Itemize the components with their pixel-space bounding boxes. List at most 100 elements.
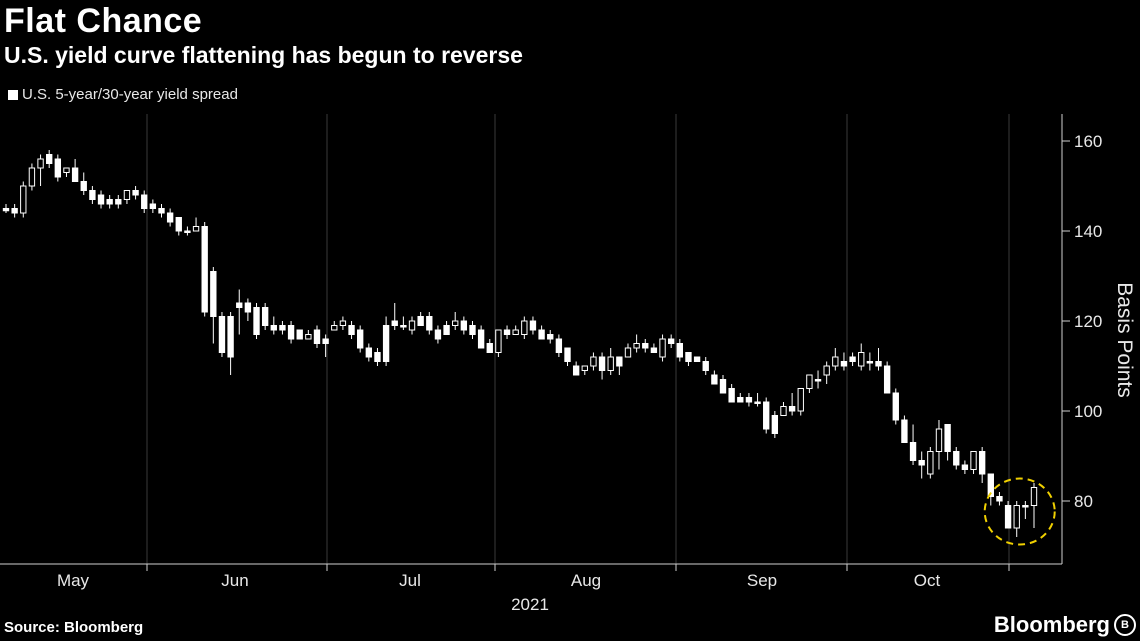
candle — [1004, 501, 1012, 529]
candle — [417, 312, 424, 326]
candle-body — [158, 208, 165, 214]
candle-body — [737, 397, 744, 403]
candle-body — [875, 361, 882, 367]
candle — [909, 424, 917, 465]
candle-body — [348, 325, 355, 335]
candle-body — [417, 316, 424, 326]
vertical-gridlines — [146, 114, 1010, 564]
candle-body — [840, 361, 848, 367]
candle-body — [192, 226, 200, 232]
candle — [97, 190, 105, 209]
candle — [529, 316, 537, 335]
candles — [2, 150, 1038, 537]
candle — [71, 159, 79, 182]
candle — [175, 217, 182, 236]
candle — [858, 343, 865, 371]
candle — [832, 348, 839, 371]
candle — [970, 451, 977, 474]
candle-body — [2, 208, 10, 212]
candle — [54, 154, 62, 182]
candle — [676, 339, 683, 362]
candle — [883, 361, 891, 394]
candle-body — [54, 158, 62, 178]
candle — [2, 204, 10, 213]
candle-body — [426, 316, 433, 331]
candle-body — [702, 361, 709, 371]
candle — [270, 316, 277, 335]
candle-body — [313, 329, 321, 344]
candle-body — [503, 329, 511, 335]
candle — [711, 370, 718, 385]
y-tick-label: 160 — [1074, 132, 1102, 151]
candle — [745, 393, 753, 407]
candle — [607, 348, 614, 375]
candle — [667, 334, 675, 348]
candle — [287, 321, 295, 344]
bloomberg-b-icon: B — [1114, 614, 1136, 636]
candle-body — [996, 496, 1003, 502]
candle — [788, 393, 796, 416]
candle-body — [883, 365, 891, 394]
candle — [737, 393, 744, 403]
candle-body — [970, 451, 977, 470]
candle-body — [590, 356, 597, 367]
candle-body — [823, 365, 830, 376]
chart-subtitle: U.S. yield curve flattening has begun to… — [4, 42, 523, 68]
candle-body — [357, 329, 364, 349]
legend-label: U.S. 5-year/30-year yield spread — [22, 86, 238, 103]
candle — [201, 222, 208, 317]
candle — [305, 330, 312, 340]
candle-body — [728, 388, 735, 403]
candle — [106, 195, 113, 209]
candle — [166, 208, 174, 227]
candle-body — [391, 320, 398, 326]
candle-body — [63, 167, 70, 173]
candle — [132, 186, 139, 200]
candle-body — [46, 154, 53, 164]
candle-body — [538, 329, 545, 340]
candle-body — [495, 329, 502, 353]
candle-body — [166, 212, 174, 223]
candle — [374, 348, 381, 366]
candle-body — [460, 320, 468, 331]
candle — [702, 357, 709, 375]
candle — [391, 303, 398, 330]
candle — [875, 348, 882, 371]
candle — [978, 447, 986, 483]
candle — [1013, 501, 1020, 537]
candle — [780, 402, 787, 416]
candle — [11, 204, 18, 218]
y-tick-label: 80 — [1074, 492, 1093, 511]
candle — [771, 411, 779, 438]
candle — [184, 226, 191, 236]
candle — [149, 199, 157, 213]
candle-body — [296, 329, 303, 340]
candle — [616, 356, 623, 375]
candle-body — [909, 442, 917, 461]
candle-body — [253, 307, 260, 335]
candle-body — [1022, 505, 1029, 508]
candle — [495, 329, 502, 357]
candle-body — [814, 379, 822, 382]
candle-body — [149, 203, 157, 209]
candle — [158, 204, 165, 218]
candle-body — [408, 320, 416, 331]
candle-body — [279, 325, 286, 331]
candle-body — [1013, 505, 1020, 529]
candle-body — [452, 320, 459, 326]
candle-body — [642, 343, 649, 349]
x-tick-label: Jun — [221, 571, 248, 590]
candle — [503, 325, 511, 339]
candle — [650, 343, 658, 353]
candle — [115, 195, 122, 209]
y-tick-label: 120 — [1074, 312, 1102, 331]
candle — [63, 167, 70, 177]
candle — [797, 388, 804, 416]
candle-body — [37, 158, 44, 169]
candle-body — [1030, 487, 1038, 506]
candle — [434, 325, 442, 344]
candle-body — [227, 316, 234, 358]
candle-body — [788, 406, 796, 412]
candle-body — [331, 325, 338, 331]
candle — [564, 347, 571, 366]
